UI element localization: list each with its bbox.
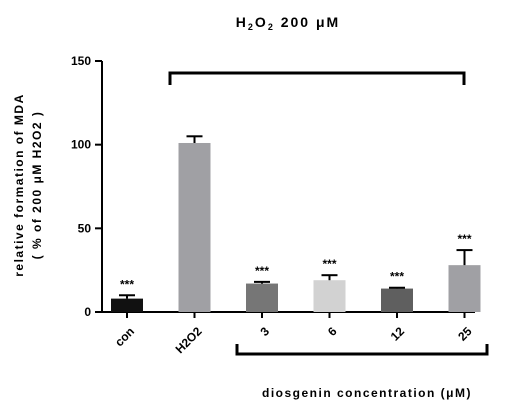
chart-title-part2: O	[255, 14, 268, 30]
bar-3	[246, 283, 278, 312]
y-tick-label: 50	[78, 221, 92, 235]
chart-title-sub1: 2	[248, 22, 255, 32]
significance-marker: ***	[390, 270, 404, 284]
y-tick-label: 100	[71, 138, 91, 152]
h2o2-comparison-bracket	[168, 71, 466, 85]
x-tick-label: H2O2	[173, 324, 205, 356]
y-axis-label-line2: ( % of 200 μM H2O2 )	[30, 111, 44, 260]
x-tick-label: 6	[325, 324, 340, 339]
x-tick-label: 12	[388, 324, 408, 344]
x-tick-label: 25	[455, 324, 475, 344]
bar-12	[381, 288, 413, 312]
x-axis-label: diosgenin concentration (μM)	[262, 386, 472, 400]
x-tick-label: con	[112, 324, 137, 349]
chart-title-part1: H	[236, 14, 248, 30]
significance-marker: ***	[322, 257, 336, 271]
y-tick-label: 0	[84, 305, 91, 319]
x-ticks: con H2O2 3 6 12 25	[112, 312, 475, 356]
bar-25	[448, 265, 481, 312]
y-ticks: 0 50 100 150	[71, 54, 102, 319]
bar-h2o2	[178, 142, 211, 312]
significance-marker: ***	[457, 232, 471, 246]
bar-6	[313, 280, 346, 312]
chart-title-part3: 200 μM	[275, 14, 340, 30]
significance-marker: ***	[120, 277, 134, 291]
bars: *** *** *** *** ***	[111, 135, 481, 312]
y-tick-label: 150	[71, 54, 91, 68]
chart-title-sub2: 2	[268, 22, 275, 32]
diosgenin-group-bracket	[235, 344, 489, 356]
significance-marker: ***	[255, 264, 269, 278]
y-axis-label-line1: relative formation of MDA	[12, 93, 26, 277]
bar-con	[111, 298, 143, 312]
x-tick-label: 3	[257, 324, 272, 339]
chart-title: H2O2 200 μM	[236, 14, 340, 32]
